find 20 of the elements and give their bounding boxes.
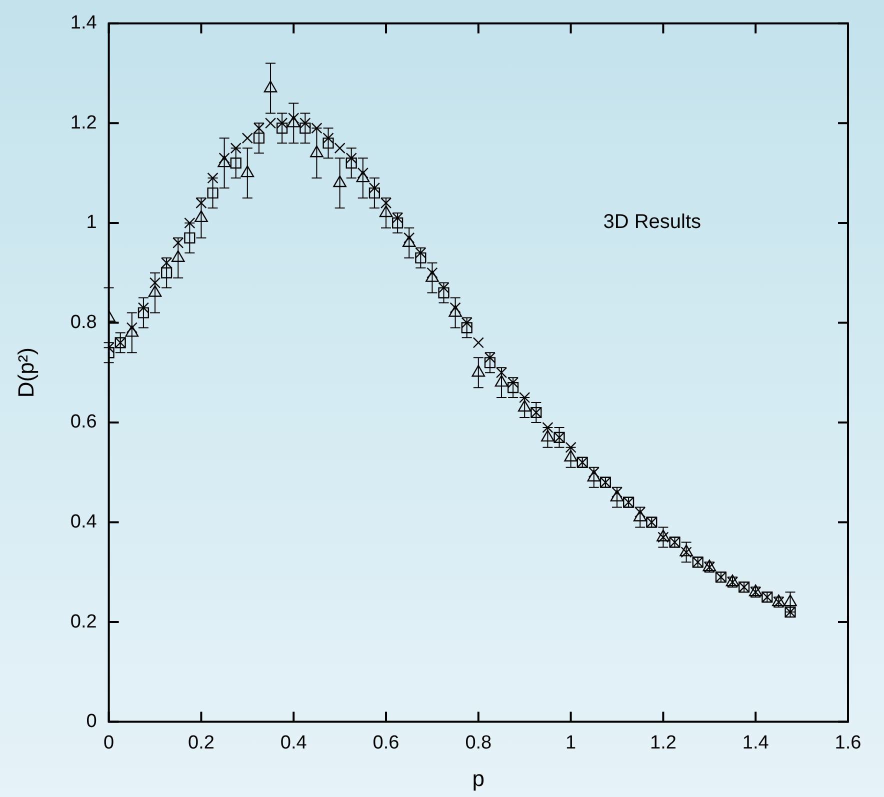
x-tick-label: 1.4 [742,732,770,754]
x-tick-label: 0.6 [372,732,400,754]
y-tick-label: 0.4 [70,511,98,532]
y-tick-label: 0.6 [70,412,97,433]
x-axis-title: p [472,766,485,791]
x-tick-label: 0.2 [188,732,214,754]
y-tick-label: 1.4 [70,12,98,34]
x-tick-label: 1.6 [834,732,862,754]
x-tick-label: 0.4 [280,732,308,754]
x-tick-label: 1.2 [650,732,676,754]
y-tick-label: 0 [86,711,97,732]
x-tick-label: 0 [104,732,114,754]
y-tick-label: 0.8 [70,312,97,333]
x-tick-label: 1 [566,732,576,754]
x-tick-label: 0.8 [465,732,492,754]
y-axis-title: D(p²) [13,348,38,398]
annotation: 3D Results [603,210,702,233]
y-tick-label: 0.2 [70,611,97,632]
y-tick-label: 1 [86,212,97,234]
y-tick-label: 1.2 [70,112,97,134]
